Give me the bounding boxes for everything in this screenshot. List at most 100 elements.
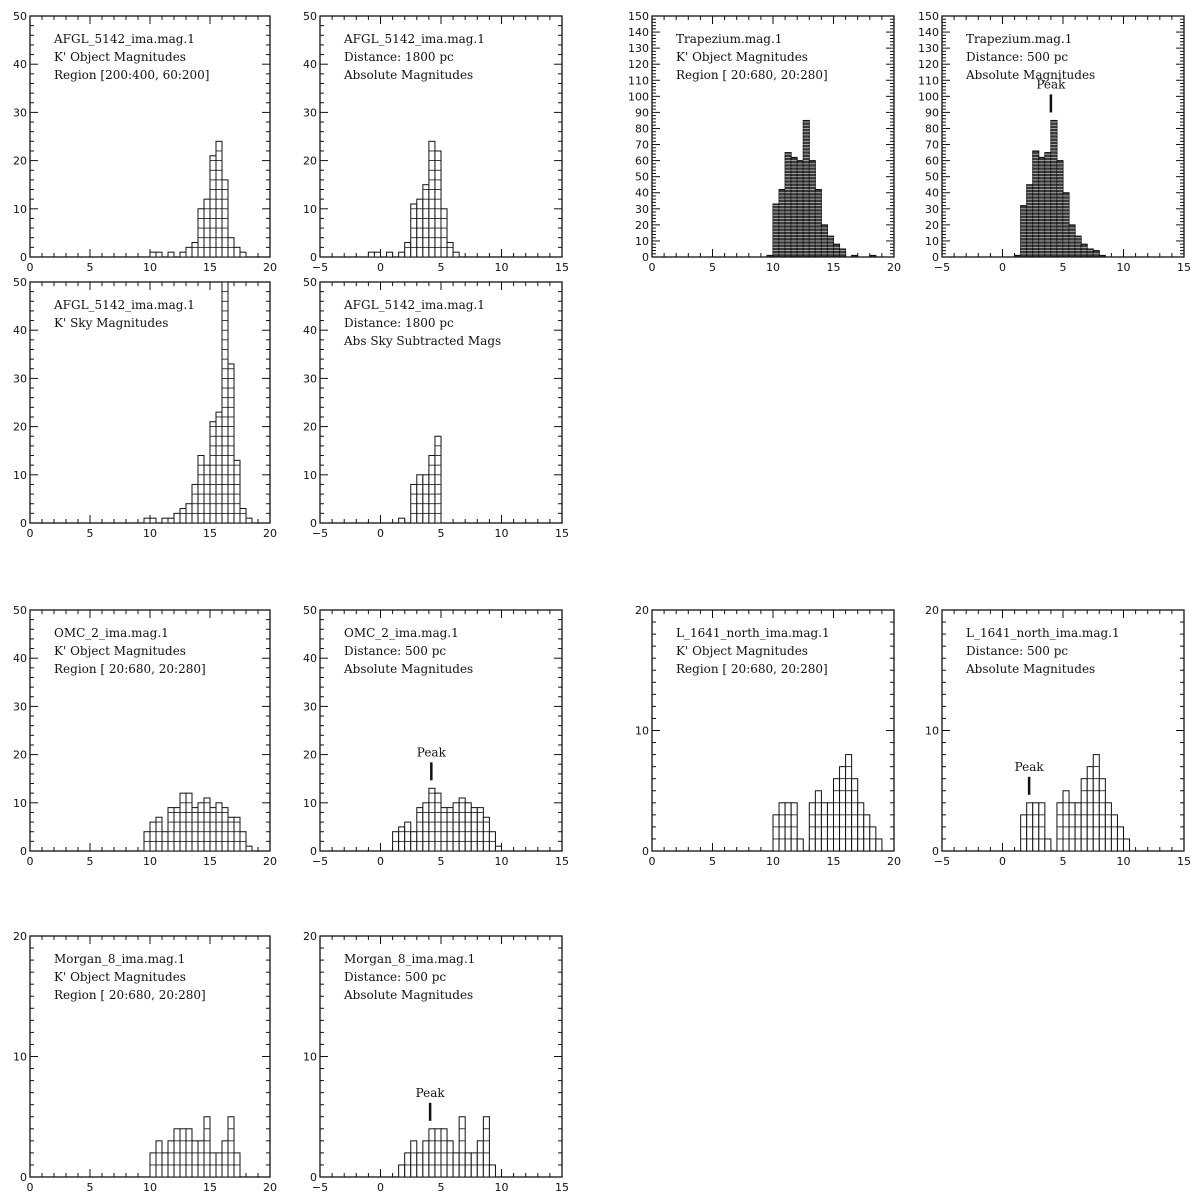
x-tick-label: 0	[649, 261, 656, 274]
histogram-bar	[839, 248, 847, 258]
histogram-bar	[814, 790, 822, 852]
y-tick-label: 0	[20, 1171, 27, 1184]
panel-annotation: Distance: 500 pc	[966, 644, 1068, 658]
panel-annotation: AFGL_5142_ima.mag.1	[343, 32, 485, 46]
histogram-bar	[1092, 250, 1100, 258]
histogram-bar	[820, 802, 828, 852]
histogram-panel: −5 0 5 10 1501020304050607080901001101201301…	[918, 10, 1191, 274]
y-tick-label: 120	[918, 58, 939, 71]
histogram-bar	[221, 1140, 229, 1178]
histogram-bar	[470, 807, 478, 852]
y-tick-label: 40	[13, 58, 27, 71]
y-tick-label: 10	[13, 797, 27, 810]
panel-annotation: Distance: 500 pc	[344, 644, 446, 658]
panel-annotation: Distance: 500 pc	[966, 50, 1068, 64]
histogram-bar	[826, 802, 835, 852]
histogram-bar	[494, 845, 503, 852]
histogram-bar	[446, 1140, 454, 1178]
histogram-bar	[398, 826, 406, 852]
histogram-bar	[143, 517, 151, 524]
x-tick-label: 20	[887, 261, 901, 274]
panel-annotation: Absolute Magnitudes	[965, 68, 1095, 82]
histogram-bar	[203, 198, 211, 258]
histogram-bar	[410, 483, 418, 524]
peak-marker: Peak	[417, 745, 447, 781]
x-tick-label: 15	[203, 1181, 217, 1194]
histogram-bar	[428, 787, 436, 852]
histogram-bar	[239, 831, 247, 852]
histogram-bar	[1020, 205, 1028, 258]
y-tick-label: 130	[628, 42, 649, 55]
x-tick-label: 0	[649, 855, 656, 868]
histogram-bar	[167, 1140, 175, 1178]
histogram-bar	[367, 251, 375, 258]
histogram-bar	[1056, 160, 1064, 258]
histogram-bar	[422, 184, 430, 258]
histogram-bar	[434, 1128, 442, 1178]
x-tick-label: 15	[555, 1181, 569, 1194]
histogram-bar	[410, 1140, 418, 1178]
histogram-bar	[398, 517, 406, 524]
x-tick-label: −5	[312, 855, 328, 868]
histogram-bar	[452, 251, 460, 258]
x-tick-label: 0	[377, 1181, 384, 1194]
histogram-bar	[1116, 826, 1124, 852]
y-tick-label: 10	[13, 469, 27, 482]
histogram-bar	[227, 1116, 235, 1178]
y-tick-label: 0	[20, 845, 27, 858]
histogram-bar	[1026, 802, 1034, 852]
panel-annotation: Trapezium.mag.1	[966, 32, 1072, 46]
x-tick-label: 0	[27, 261, 34, 274]
histogram-bar	[428, 1128, 436, 1178]
x-tick-label: 15	[203, 527, 217, 540]
histogram-bar	[833, 243, 841, 258]
panel-annotation: K' Object Magnitudes	[676, 50, 808, 64]
histogram-bar	[440, 807, 448, 852]
y-tick-label: 20	[303, 421, 317, 434]
y-tick-label: 40	[13, 324, 27, 337]
histogram-bar	[155, 1140, 163, 1178]
x-tick-label: 10	[1117, 261, 1131, 274]
peak-label: Peak	[1036, 77, 1066, 91]
histogram-bar	[839, 766, 847, 852]
histogram-bar	[245, 845, 253, 852]
histogram-bar	[221, 807, 229, 852]
y-tick-label: 50	[303, 10, 317, 23]
histogram-panel: 0 5 10 15 20 0 10 20 30 40 50 AFGL_5142_ima.mag.1 K'…	[13, 10, 277, 274]
histogram-bar	[1062, 790, 1070, 852]
x-tick-label: 5	[438, 527, 445, 540]
histogram-bar	[209, 1152, 217, 1178]
x-tick-label: 0	[27, 855, 34, 868]
histogram-bar	[1062, 192, 1070, 258]
histogram-bar	[1032, 802, 1040, 852]
y-tick-label: 40	[303, 58, 317, 71]
y-tick-label: 0	[932, 251, 939, 264]
x-tick-label: 20	[887, 855, 901, 868]
y-tick-label: 50	[13, 10, 27, 23]
y-tick-label: 50	[303, 276, 317, 289]
histogram-bar	[227, 237, 235, 258]
histogram-bar	[161, 831, 169, 852]
histogram-bar	[1086, 766, 1094, 852]
histogram-bar	[440, 1128, 448, 1178]
histogram-bar	[857, 802, 865, 852]
panel-annotation: AFGL_5142_ima.mag.1	[53, 298, 195, 312]
histogram-bar	[227, 363, 235, 524]
histogram-bar	[197, 1140, 205, 1178]
x-tick-label: 20	[263, 1181, 277, 1194]
y-tick-label: 0	[310, 845, 317, 858]
x-tick-label: 20	[263, 855, 277, 868]
y-tick-label: 20	[13, 749, 27, 762]
panel-annotation: Absolute Magnitudes	[343, 662, 473, 676]
histogram-bar	[1080, 778, 1088, 852]
histogram-panel: −5 0 5 10 1501020304050AFGL_5142_ima.mag.1Di…	[303, 10, 569, 274]
histogram-panel: 0 5 10 15 20 0 10 20 30 40 50 AFGL_5142_ima.mag.1 K'…	[13, 276, 277, 540]
y-tick-label: 90	[925, 106, 939, 119]
y-tick-label: 30	[303, 106, 317, 119]
histogram-bar	[446, 242, 454, 258]
x-tick-label: 5	[438, 1181, 445, 1194]
histogram-bar	[416, 474, 424, 524]
histogram-bar	[1050, 119, 1058, 258]
y-tick-label: 50	[635, 171, 649, 184]
